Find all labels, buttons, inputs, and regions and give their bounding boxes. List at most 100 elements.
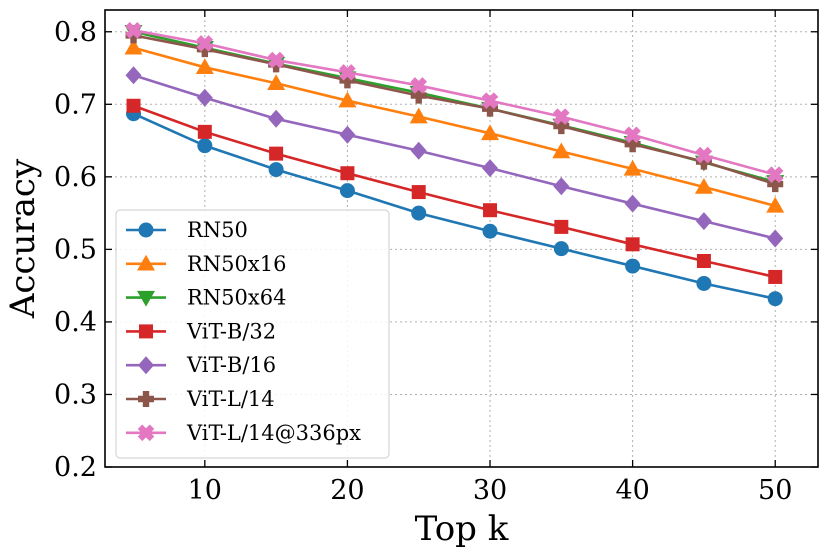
legend-marker — [138, 356, 154, 375]
x-axis-title: Top k — [415, 509, 509, 549]
x-tick-label: 20 — [330, 475, 364, 506]
legend-marker — [137, 254, 155, 271]
tick-layer: 10 20 30 40 50 0.2 0.3 0.4 0.5 0.6 0.7 0.8 — [54, 10, 818, 506]
data-point — [766, 166, 784, 183]
series-vit-l-14 — [125, 27, 784, 193]
series-rn50 — [126, 106, 783, 307]
data-point-shape — [196, 35, 214, 52]
series-vit-b-16 — [125, 66, 784, 248]
data-point — [267, 51, 285, 69]
data-point — [767, 176, 784, 193]
data-point — [338, 91, 357, 108]
data-point — [695, 212, 712, 231]
data-point — [767, 291, 783, 307]
data-point — [767, 229, 784, 248]
data-point — [268, 109, 285, 128]
legend-label: ViT-B/16 — [186, 353, 276, 377]
legend-marker — [138, 391, 154, 407]
legend-label: ViT-L/14@336px — [186, 421, 361, 445]
data-point — [553, 177, 570, 196]
data-point-shape — [481, 92, 499, 109]
data-point-shape — [267, 51, 285, 69]
data-point — [411, 205, 427, 221]
data-point — [269, 146, 284, 161]
data-point-shape — [410, 77, 427, 94]
y-tick-label: 0.4 — [54, 307, 97, 338]
data-point — [268, 162, 284, 178]
data-point — [196, 41, 213, 58]
data-point — [340, 166, 355, 181]
data-point — [624, 194, 641, 213]
data-point — [197, 138, 213, 154]
y-tick-label: 0.2 — [54, 452, 97, 483]
data-point — [625, 258, 641, 274]
legend-marker-shape — [137, 424, 155, 442]
series-line — [133, 74, 776, 240]
legend-item: RN50x64 — [126, 286, 286, 310]
x-tick-label: 30 — [473, 475, 507, 506]
legend-item: ViT-B/32 — [126, 319, 276, 343]
data-point-shape — [766, 166, 784, 183]
data-point — [695, 146, 713, 164]
legend-box — [115, 209, 390, 459]
data-point — [623, 159, 642, 176]
legend-item: RN50 — [126, 218, 248, 242]
data-point — [768, 269, 783, 284]
legend-label: RN50x64 — [187, 286, 286, 310]
series-line — [133, 34, 776, 186]
data-point — [696, 253, 711, 268]
data-point — [694, 177, 713, 194]
data-point — [124, 38, 143, 55]
data-point — [553, 108, 570, 125]
series-rn50x64 — [124, 25, 785, 191]
legend-label: ViT-B/32 — [186, 319, 276, 343]
data-point — [553, 118, 570, 135]
data-point — [409, 107, 428, 124]
data-point — [410, 77, 427, 94]
series-line — [133, 104, 776, 279]
data-point — [482, 100, 499, 117]
data-point — [125, 66, 142, 85]
legend-marker — [138, 222, 154, 238]
legend-label: ViT-L/14 — [186, 387, 275, 411]
series-vit-l-14-336px — [125, 22, 784, 183]
data-point — [339, 183, 355, 199]
data-point — [197, 124, 212, 139]
y-tick-label: 0.5 — [54, 234, 97, 265]
legend-item: ViT-L/14 — [126, 387, 275, 411]
data-point — [624, 126, 641, 144]
series-vit-b-32 — [126, 98, 783, 284]
series-layer — [124, 22, 785, 307]
data-point-shape — [553, 108, 570, 125]
data-point — [482, 223, 498, 239]
x-tick-label: 50 — [758, 475, 792, 506]
data-point — [196, 88, 213, 107]
data-point — [126, 98, 141, 113]
data-point — [339, 125, 356, 144]
data-point-shape — [339, 64, 356, 81]
data-point — [125, 22, 142, 39]
legend-item: ViT-L/14@336px — [126, 421, 361, 445]
data-point-shape — [624, 126, 641, 144]
data-point — [267, 74, 286, 91]
series-line — [132, 112, 776, 300]
series-line — [133, 46, 776, 208]
y-axis-title: Accuracy — [3, 158, 43, 319]
x-tick-label: 10 — [188, 475, 222, 506]
data-point — [339, 72, 356, 89]
series-rn50x16 — [124, 38, 785, 213]
legend-item: ViT-B/16 — [126, 353, 276, 377]
y-tick-label: 0.7 — [54, 89, 97, 120]
data-point-shape — [695, 146, 713, 164]
data-point — [483, 203, 498, 218]
data-point — [624, 136, 641, 153]
data-point — [411, 185, 426, 200]
data-point — [195, 58, 214, 75]
legend-label: RN50 — [187, 218, 248, 242]
x-tick-label: 40 — [615, 475, 649, 506]
data-point — [481, 92, 499, 109]
legend-marker — [137, 290, 155, 307]
data-point — [410, 87, 427, 104]
series-line — [133, 29, 776, 176]
